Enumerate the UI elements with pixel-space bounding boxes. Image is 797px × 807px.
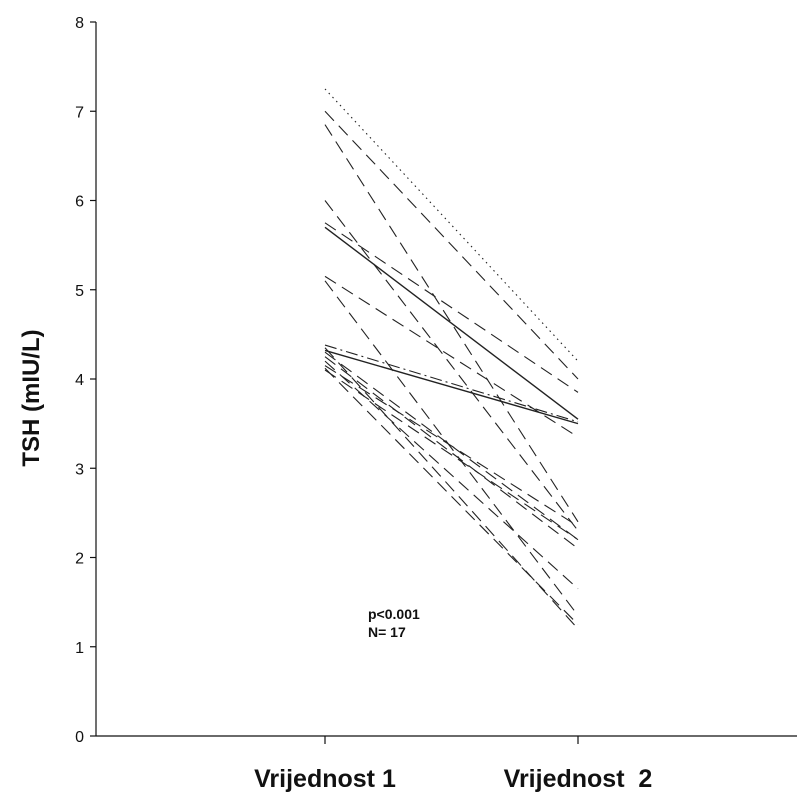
- y-tick-label: 7: [75, 104, 84, 121]
- series-line: [324, 347, 579, 630]
- series-lines: [324, 88, 579, 630]
- series-line: [324, 200, 579, 532]
- y-tick-label: 1: [75, 640, 84, 657]
- series-line: [324, 369, 579, 541]
- annotation-p-value: p<0.001: [368, 606, 420, 622]
- x-category-label: Vrijednost 2: [504, 765, 653, 793]
- y-tick-label: 3: [75, 461, 84, 478]
- y-tick-label: 0: [75, 729, 84, 746]
- series-line: [324, 88, 579, 362]
- y-axis-label: TSH (mIU/L): [18, 329, 45, 466]
- series-line: [324, 275, 579, 438]
- series-line: [324, 280, 579, 616]
- y-tick-label: 2: [75, 551, 84, 568]
- series-line: [324, 110, 579, 380]
- series-line: [324, 344, 579, 423]
- series-line: [324, 360, 579, 590]
- series-line: [324, 124, 579, 523]
- series-line: [324, 365, 579, 527]
- x-category-label: Vrijednost 1: [254, 765, 396, 793]
- y-tick-label: 4: [75, 372, 84, 389]
- series-line: [324, 222, 579, 393]
- y-axis-ticks: 0 1 2 3 4 5 6 7 8: [75, 15, 96, 746]
- annotation-n: N= 17: [368, 624, 406, 640]
- y-tick-label: 6: [75, 194, 84, 211]
- axes: [95, 22, 797, 737]
- series-line: [324, 367, 579, 625]
- series-line: [324, 226, 579, 420]
- y-tick-label: 8: [75, 15, 84, 32]
- series-line: [324, 351, 579, 541]
- x-axis-ticks: Vrijednost 1 Vrijednost 2: [254, 736, 652, 793]
- series-line: [324, 356, 579, 550]
- y-tick-label: 5: [75, 283, 84, 300]
- series-line: [324, 349, 579, 425]
